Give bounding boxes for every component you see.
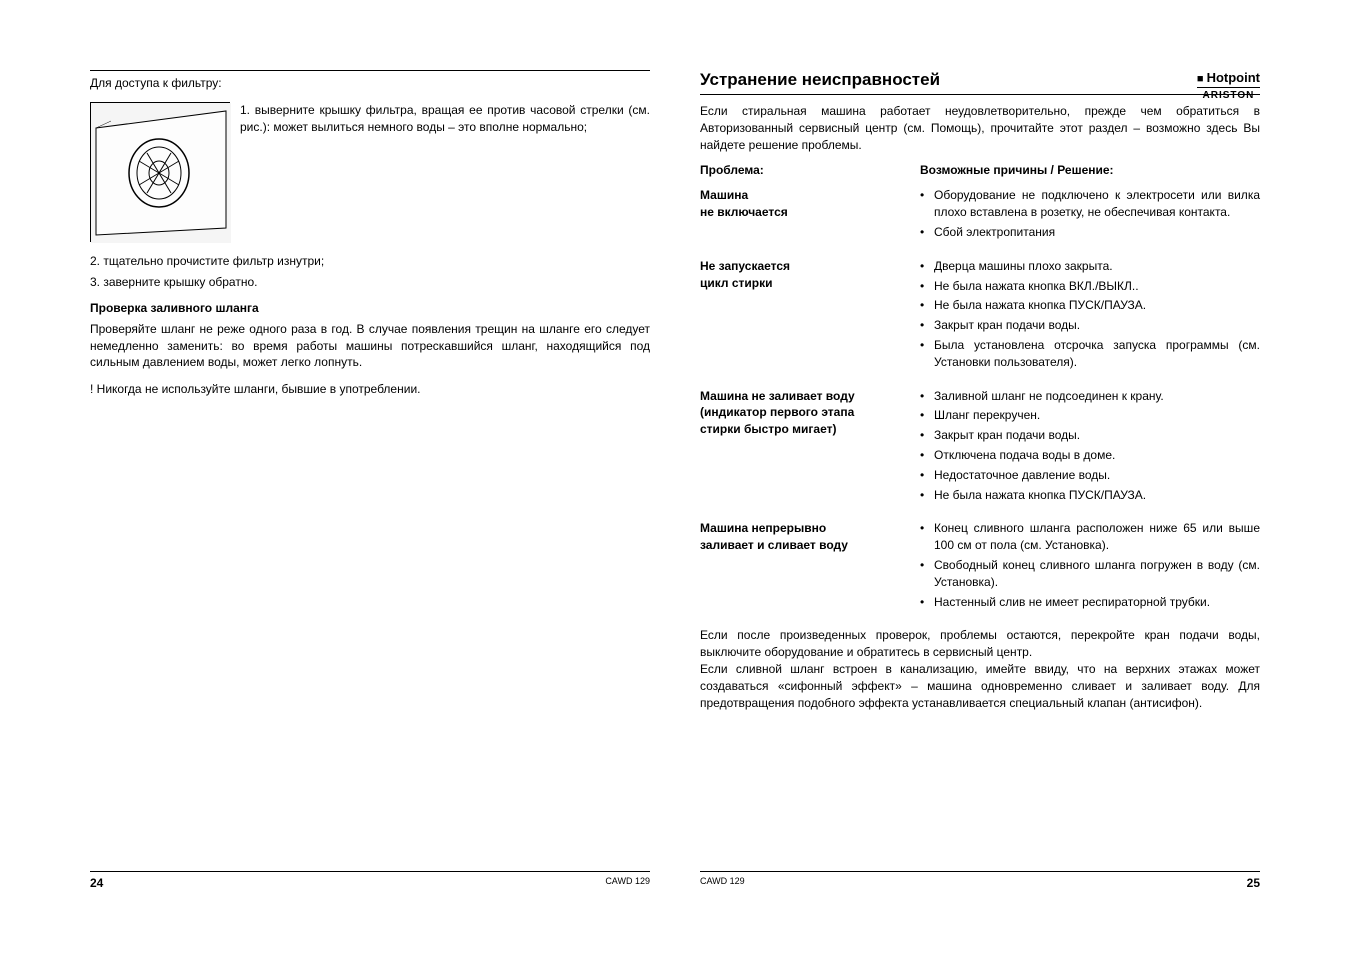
cause-item: Недостаточное давление воды. — [920, 467, 1260, 484]
cause-item: Заливной шланг не подсоединен к крану. — [920, 388, 1260, 405]
after-text: Если после произведенных проверок, пробл… — [700, 627, 1260, 711]
page-right: ■ Hotpoint ARISTON Устранение неисправно… — [700, 70, 1260, 890]
header-problem: Проблема: — [700, 163, 920, 177]
cause-item: Не была нажата кнопка ПУСК/ПАУЗА. — [920, 297, 1260, 314]
problem-causes: Конец сливного шланга расположен ниже 65… — [920, 520, 1260, 613]
cause-item: Конец сливного шланга расположен ниже 65… — [920, 520, 1260, 554]
cause-item: Настенный слив не имеет респираторной тр… — [920, 594, 1260, 611]
step-3-text: 3. заверните крышку обратно. — [90, 273, 650, 291]
filter-diagram — [90, 102, 230, 242]
divider — [90, 70, 650, 71]
cause-item: Закрыт кран подачи воды. — [920, 427, 1260, 444]
page-left: Для доступа к фильтру: 1. выверните крыш… — [90, 70, 650, 890]
brand-divider — [1197, 87, 1260, 88]
problem-row: Машина непрерывно заливает и сливает вод… — [700, 520, 1260, 613]
brand-square-icon: ■ — [1197, 73, 1204, 85]
step-2-text: 2. тщательно прочистите фильтр изнутри; — [90, 252, 650, 270]
intro-text: Если стиральная машина работает неудовле… — [700, 103, 1260, 153]
filter-access-text: Для доступа к фильтру: — [90, 75, 650, 92]
cause-item: Закрыт кран подачи воды. — [920, 317, 1260, 334]
troubleshooting-title: Устранение неисправностей — [700, 70, 1260, 90]
hose-warning: ! Никогда не используйте шланги, бывшие … — [90, 381, 650, 398]
cause-item: Отключена подача воды в доме. — [920, 447, 1260, 464]
header-causes: Возможные причины / Решение: — [920, 163, 1260, 177]
problem-name: Машина не заливает воду (индикатор перво… — [700, 388, 920, 507]
cause-item: Не была нажата кнопка ВКЛ./ВЫКЛ.. — [920, 278, 1260, 295]
problem-causes: Дверца машины плохо закрыта. Не была нажа… — [920, 258, 1260, 374]
cause-item: Не была нажата кнопка ПУСК/ПАУЗА. — [920, 487, 1260, 504]
column-headers: Проблема: Возможные причины / Решение: — [700, 163, 1260, 177]
model-right: CAWD 129 — [700, 876, 745, 890]
problem-row: Машина не включаетсяОборудование не подк… — [700, 187, 1260, 243]
problem-row: Не запускается цикл стиркиДверца машины … — [700, 258, 1260, 374]
problems-table: Машина не включаетсяОборудование не подк… — [700, 187, 1260, 613]
page-number-right: 25 — [1247, 876, 1260, 890]
cause-item: Шланг перекручен. — [920, 407, 1260, 424]
footer-left: 24 CAWD 129 — [90, 871, 650, 890]
problem-row: Машина не заливает воду (индикатор перво… — [700, 388, 1260, 507]
cause-item: Сбой электропитания — [920, 224, 1260, 241]
hose-check-title: Проверка заливного шланга — [90, 301, 650, 315]
model-left: CAWD 129 — [605, 876, 650, 890]
cause-item: Оборудование не подключено к электросети… — [920, 187, 1260, 221]
brand-bottom: ARISTON — [1197, 90, 1260, 101]
hose-check-body: Проверяйте шланг не реже одного раза в г… — [90, 321, 650, 371]
cause-item: Была установлена отсрочка запуска програ… — [920, 337, 1260, 371]
problem-name: Машина не включается — [700, 187, 920, 243]
cause-item: Свободный конец сливного шланга погружен… — [920, 557, 1260, 591]
step-1-text: 1. выверните крышку фильтра, вращая ее п… — [240, 102, 650, 242]
cause-item: Дверца машины плохо закрыта. — [920, 258, 1260, 275]
page-number-left: 24 — [90, 876, 103, 890]
divider — [700, 94, 1260, 95]
problem-name: Машина непрерывно заливает и сливает вод… — [700, 520, 920, 613]
brand-top: Hotpoint — [1207, 70, 1260, 85]
brand-logo: ■ Hotpoint ARISTON — [1197, 70, 1260, 101]
problem-causes: Оборудование не подключено к электросети… — [920, 187, 1260, 243]
filter-row: 1. выверните крышку фильтра, вращая ее п… — [90, 102, 650, 242]
problem-name: Не запускается цикл стирки — [700, 258, 920, 374]
problem-causes: Заливной шланг не подсоединен к крану. Шл… — [920, 388, 1260, 507]
footer-right: CAWD 129 25 — [700, 871, 1260, 890]
